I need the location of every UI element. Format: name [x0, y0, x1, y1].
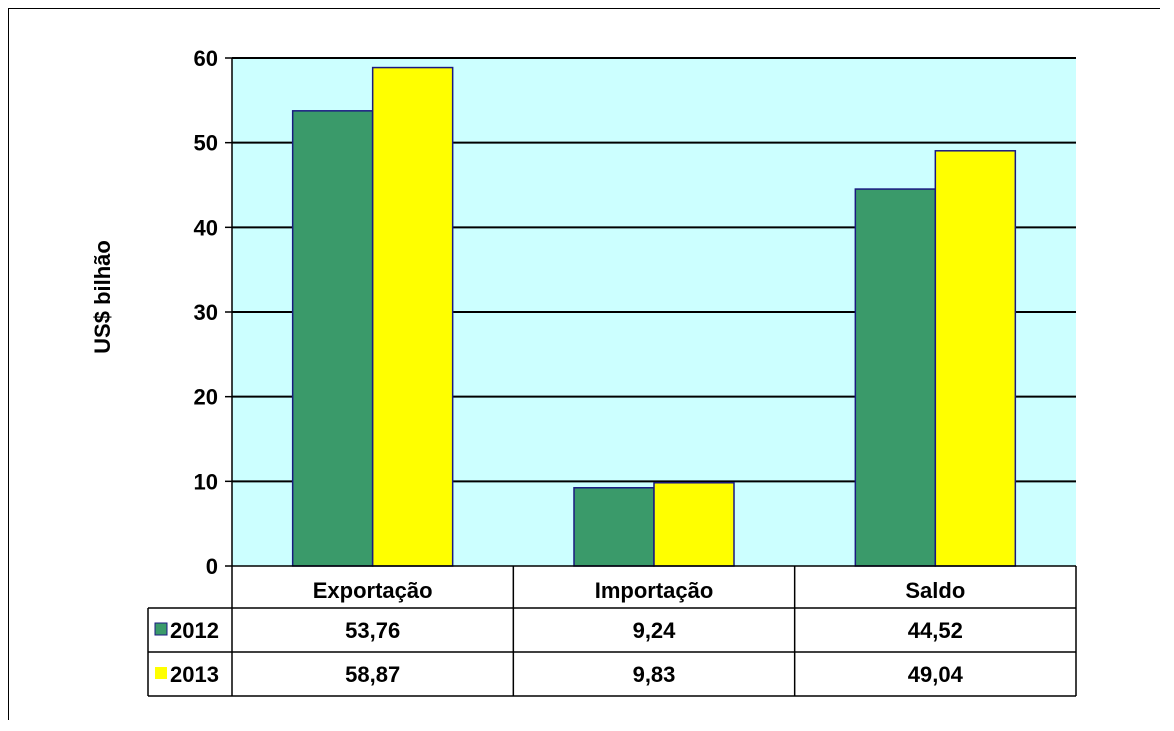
data-label: 9,24	[633, 618, 677, 643]
legend-key-2013	[155, 667, 167, 679]
category-label: Saldo	[905, 578, 965, 603]
y-axis-group: 0 10 20 30 40 50 60	[194, 46, 233, 579]
bar-2012-0	[291, 110, 374, 567]
y-tick-label: 60	[194, 46, 218, 71]
bar-2013-1	[653, 482, 735, 567]
chart-frame	[8, 8, 1160, 720]
y-tick-label: 0	[206, 554, 218, 579]
bar-2013-0	[371, 66, 454, 567]
bar-2012-1	[573, 487, 655, 567]
bar-2012-2	[854, 188, 937, 567]
category-label: Importação	[595, 578, 714, 603]
y-axis-title: US$ bilhão	[90, 240, 115, 354]
data-label: 44,52	[908, 618, 963, 643]
data-label: 9,83	[633, 662, 676, 687]
bars-group	[291, 66, 1017, 567]
data-label: 49,04	[908, 662, 964, 687]
data-label: 53,76	[345, 618, 400, 643]
data-label: 58,87	[345, 662, 400, 687]
legend-key-2012	[154, 622, 168, 636]
y-tick-label: 20	[194, 385, 218, 410]
bar-2013-2	[934, 150, 1017, 567]
y-tick-label: 50	[194, 131, 218, 156]
legend-label: 2013	[170, 662, 219, 687]
y-tick-label: 40	[194, 215, 218, 240]
y-tick-label: 10	[194, 469, 218, 494]
category-label: Exportação	[313, 578, 433, 603]
legend-label: 2012	[170, 618, 219, 643]
y-tick-label: 30	[194, 300, 218, 325]
data-table: Exportação Importação Saldo 2012 53,76 9,24 44…	[147, 565, 1077, 697]
